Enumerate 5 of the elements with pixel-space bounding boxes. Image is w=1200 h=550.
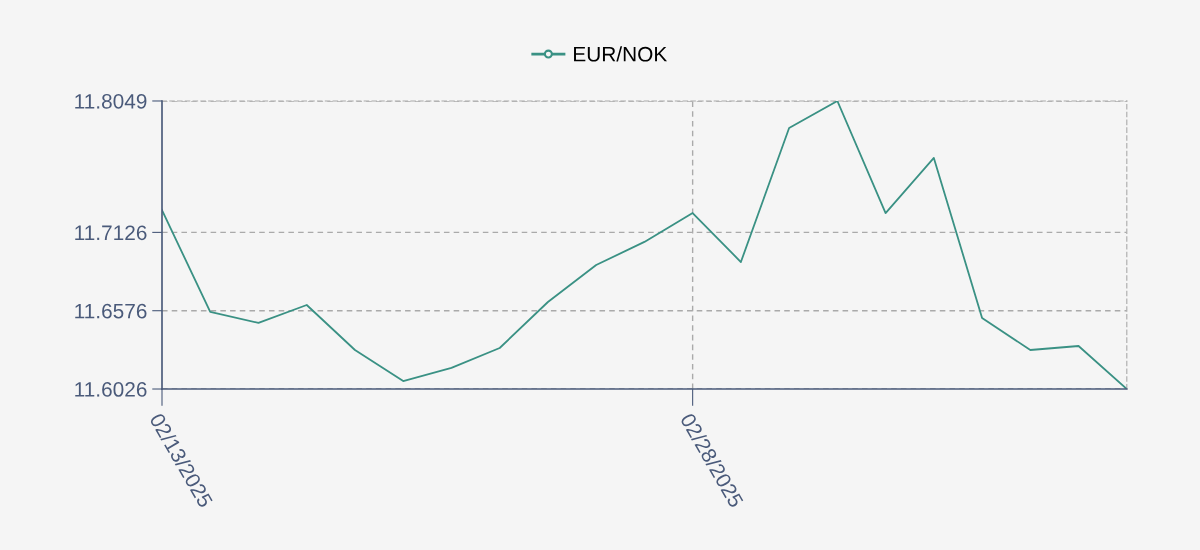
y-tick-label: 11.6026 (75, 382, 147, 397)
y-tick-label: 11.8049 (75, 93, 147, 109)
y-tick-label: 11.6576 (75, 303, 147, 319)
y-tick-label: 11.7126 (75, 225, 147, 241)
legend-label: EUR/NOK (574, 46, 668, 62)
